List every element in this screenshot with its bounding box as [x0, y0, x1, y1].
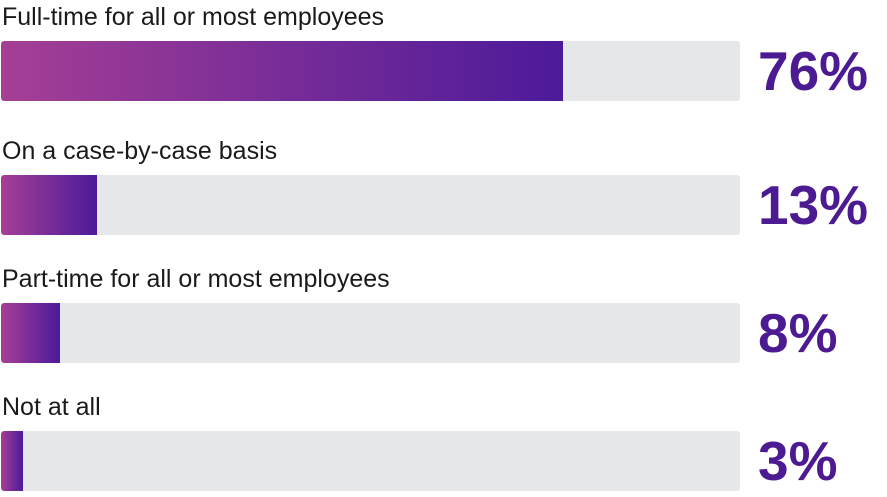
category-label: Part-time for all or most employees	[2, 265, 390, 293]
bar-fill	[1, 41, 563, 101]
value-label: 3%	[758, 430, 838, 492]
bar-track	[1, 175, 740, 235]
bar-track	[1, 431, 740, 491]
category-label: Not at all	[2, 393, 101, 421]
bar-fill	[1, 175, 98, 235]
value-label: 13%	[758, 174, 869, 236]
bar-track	[1, 41, 740, 101]
value-label: 8%	[758, 302, 838, 364]
bar-track	[1, 303, 740, 363]
value-label: 76%	[758, 40, 869, 102]
category-label: Full-time for all or most employees	[2, 3, 385, 31]
category-label: On a case-by-case basis	[2, 137, 278, 165]
bar-fill	[1, 431, 24, 491]
bar-fill	[1, 303, 61, 363]
